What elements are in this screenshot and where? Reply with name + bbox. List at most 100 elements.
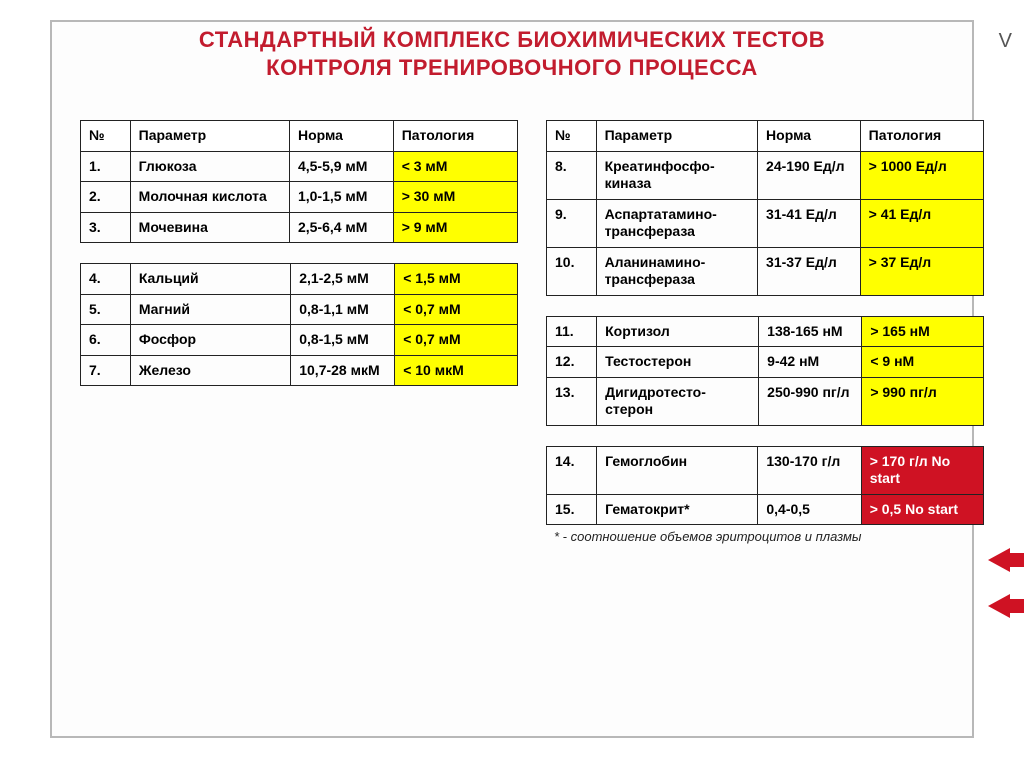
cell-param: Железо <box>130 355 290 386</box>
cell-path: > 990 пг/л <box>862 377 984 425</box>
table-row: 10. Аланинамино-трансфераза 31-37 Ед/л >… <box>547 247 984 295</box>
cell-norm: 24-190 Ед/л <box>758 151 861 199</box>
cell-norm: 2,5-6,4 мМ <box>289 212 393 243</box>
cell-param: Кортизол <box>597 316 759 347</box>
cell-path: < 0,7 мМ <box>395 294 518 325</box>
table-row: 1. Глюкоза 4,5-5,9 мМ < 3 мМ <box>81 151 518 182</box>
left-block-1: № Параметр Норма Патология 1. Глюкоза 4,… <box>80 120 518 243</box>
right-column: № Параметр Норма Патология 8. Креатинфос… <box>546 120 984 738</box>
cell-path: > 41 Ед/л <box>860 199 983 247</box>
page: V СТАНДАРТНЫЙ КОМПЛЕКС БИОХИМИЧЕСКИХ ТЕС… <box>0 0 1024 768</box>
cell-num: 13. <box>547 377 597 425</box>
cell-num: 6. <box>81 325 131 356</box>
col-header-param: Параметр <box>596 121 757 152</box>
table-header-row: № Параметр Норма Патология <box>547 121 984 152</box>
col-header-path: Патология <box>860 121 983 152</box>
cell-num: 4. <box>81 264 131 295</box>
cell-norm: 9-42 нМ <box>759 347 862 378</box>
cell-param: Тестостерон <box>597 347 759 378</box>
cell-num: 15. <box>547 494 597 525</box>
cell-param: Мочевина <box>130 212 289 243</box>
table-row: 3. Мочевина 2,5-6,4 мМ > 9 мМ <box>81 212 518 243</box>
left-column: № Параметр Норма Патология 1. Глюкоза 4,… <box>80 120 518 738</box>
cell-path: > 30 мМ <box>393 182 517 213</box>
cell-param: Магний <box>130 294 290 325</box>
cell-path: > 1000 Ед/л <box>860 151 983 199</box>
cell-num: 1. <box>81 151 131 182</box>
arrow-icon <box>988 594 1010 618</box>
cell-norm: 2,1-2,5 мМ <box>291 264 395 295</box>
arrow-icon <box>988 548 1010 572</box>
table-header-row: № Параметр Норма Патология <box>81 121 518 152</box>
cell-norm: 0,8-1,5 мМ <box>291 325 395 356</box>
col-header-norm: Норма <box>758 121 861 152</box>
cell-path: < 10 мкМ <box>395 355 518 386</box>
cell-path: > 37 Ед/л <box>860 247 983 295</box>
cell-param: Молочная кислота <box>130 182 289 213</box>
footnote: * - соотношение объемов эритроцитов и пл… <box>554 529 984 544</box>
cell-path: > 165 нМ <box>862 316 984 347</box>
cell-path: < 9 нМ <box>862 347 984 378</box>
cell-path: < 3 мМ <box>393 151 517 182</box>
cell-param: Гематокрит* <box>597 494 758 525</box>
cell-path: > 170 г/л No start <box>861 446 983 494</box>
tables-container: № Параметр Норма Патология 1. Глюкоза 4,… <box>80 120 984 738</box>
cell-param: Аланинамино-трансфераза <box>596 247 757 295</box>
table-row: 5. Магний 0,8-1,1 мМ < 0,7 мМ <box>81 294 518 325</box>
right-block-3: 14. Гемоглобин 130-170 г/л > 170 г/л No … <box>546 446 984 526</box>
cell-num: 7. <box>81 355 131 386</box>
page-title: СТАНДАРТНЫЙ КОМПЛЕКС БИОХИМИЧЕСКИХ ТЕСТО… <box>0 26 1024 81</box>
cell-num: 2. <box>81 182 131 213</box>
table-row: 2. Молочная кислота 1,0-1,5 мМ > 30 мМ <box>81 182 518 213</box>
col-header-num: № <box>547 121 597 152</box>
right-block-3-wrap: 14. Гемоглобин 130-170 г/л > 170 г/л No … <box>546 446 984 545</box>
cell-norm: 31-37 Ед/л <box>758 247 861 295</box>
cell-num: 9. <box>547 199 597 247</box>
cell-num: 11. <box>547 316 597 347</box>
table-row: 15. Гематокрит* 0,4-0,5 > 0,5 No start <box>547 494 984 525</box>
right-block-1: № Параметр Норма Патология 8. Креатинфос… <box>546 120 984 296</box>
right-block-2: 11. Кортизол 138-165 нМ > 165 нМ 12. Тес… <box>546 316 984 426</box>
table-row: 12. Тестостерон 9-42 нМ < 9 нМ <box>547 347 984 378</box>
table-row: 14. Гемоглобин 130-170 г/л > 170 г/л No … <box>547 446 984 494</box>
table-row: 13. Дигидротесто-стерон 250-990 пг/л > 9… <box>547 377 984 425</box>
cell-num: 10. <box>547 247 597 295</box>
col-header-path: Патология <box>393 121 517 152</box>
cell-norm: 0,4-0,5 <box>758 494 861 525</box>
cell-norm: 250-990 пг/л <box>759 377 862 425</box>
cell-param: Фосфор <box>130 325 290 356</box>
table-row: 9. Аспартатамино-трансфераза 31-41 Ед/л … <box>547 199 984 247</box>
cell-param: Глюкоза <box>130 151 289 182</box>
cell-num: 5. <box>81 294 131 325</box>
title-line-2: КОНТРОЛЯ ТРЕНИРОВОЧНОГО ПРОЦЕССА <box>266 55 758 80</box>
cell-param: Аспартатамино-трансфераза <box>596 199 757 247</box>
table-row: 11. Кортизол 138-165 нМ > 165 нМ <box>547 316 984 347</box>
table-row: 8. Креатинфосфо-киназа 24-190 Ед/л > 100… <box>547 151 984 199</box>
cell-norm: 4,5-5,9 мМ <box>289 151 393 182</box>
cell-norm: 130-170 г/л <box>758 446 861 494</box>
title-line-1: СТАНДАРТНЫЙ КОМПЛЕКС БИОХИМИЧЕСКИХ ТЕСТО… <box>199 27 825 52</box>
cell-norm: 0,8-1,1 мМ <box>291 294 395 325</box>
cell-num: 3. <box>81 212 131 243</box>
col-header-norm: Норма <box>289 121 393 152</box>
cell-path: < 1,5 мМ <box>395 264 518 295</box>
cell-norm: 1,0-1,5 мМ <box>289 182 393 213</box>
cell-path: < 0,7 мМ <box>395 325 518 356</box>
cell-num: 8. <box>547 151 597 199</box>
table-row: 7. Железо 10,7-28 мкМ < 10 мкМ <box>81 355 518 386</box>
cell-norm: 138-165 нМ <box>759 316 862 347</box>
cell-param: Креатинфосфо-киназа <box>596 151 757 199</box>
col-header-param: Параметр <box>130 121 289 152</box>
cell-num: 12. <box>547 347 597 378</box>
cell-num: 14. <box>547 446 597 494</box>
col-header-num: № <box>81 121 131 152</box>
cell-norm: 31-41 Ед/л <box>758 199 861 247</box>
cell-path: > 0,5 No start <box>861 494 983 525</box>
cell-param: Кальций <box>130 264 290 295</box>
cell-norm: 10,7-28 мкМ <box>291 355 395 386</box>
cell-param: Гемоглобин <box>597 446 758 494</box>
cell-path: > 9 мМ <box>393 212 517 243</box>
table-row: 4. Кальций 2,1-2,5 мМ < 1,5 мМ <box>81 264 518 295</box>
left-block-2: 4. Кальций 2,1-2,5 мМ < 1,5 мМ 5. Магний… <box>80 263 518 386</box>
cell-param: Дигидротесто-стерон <box>597 377 759 425</box>
